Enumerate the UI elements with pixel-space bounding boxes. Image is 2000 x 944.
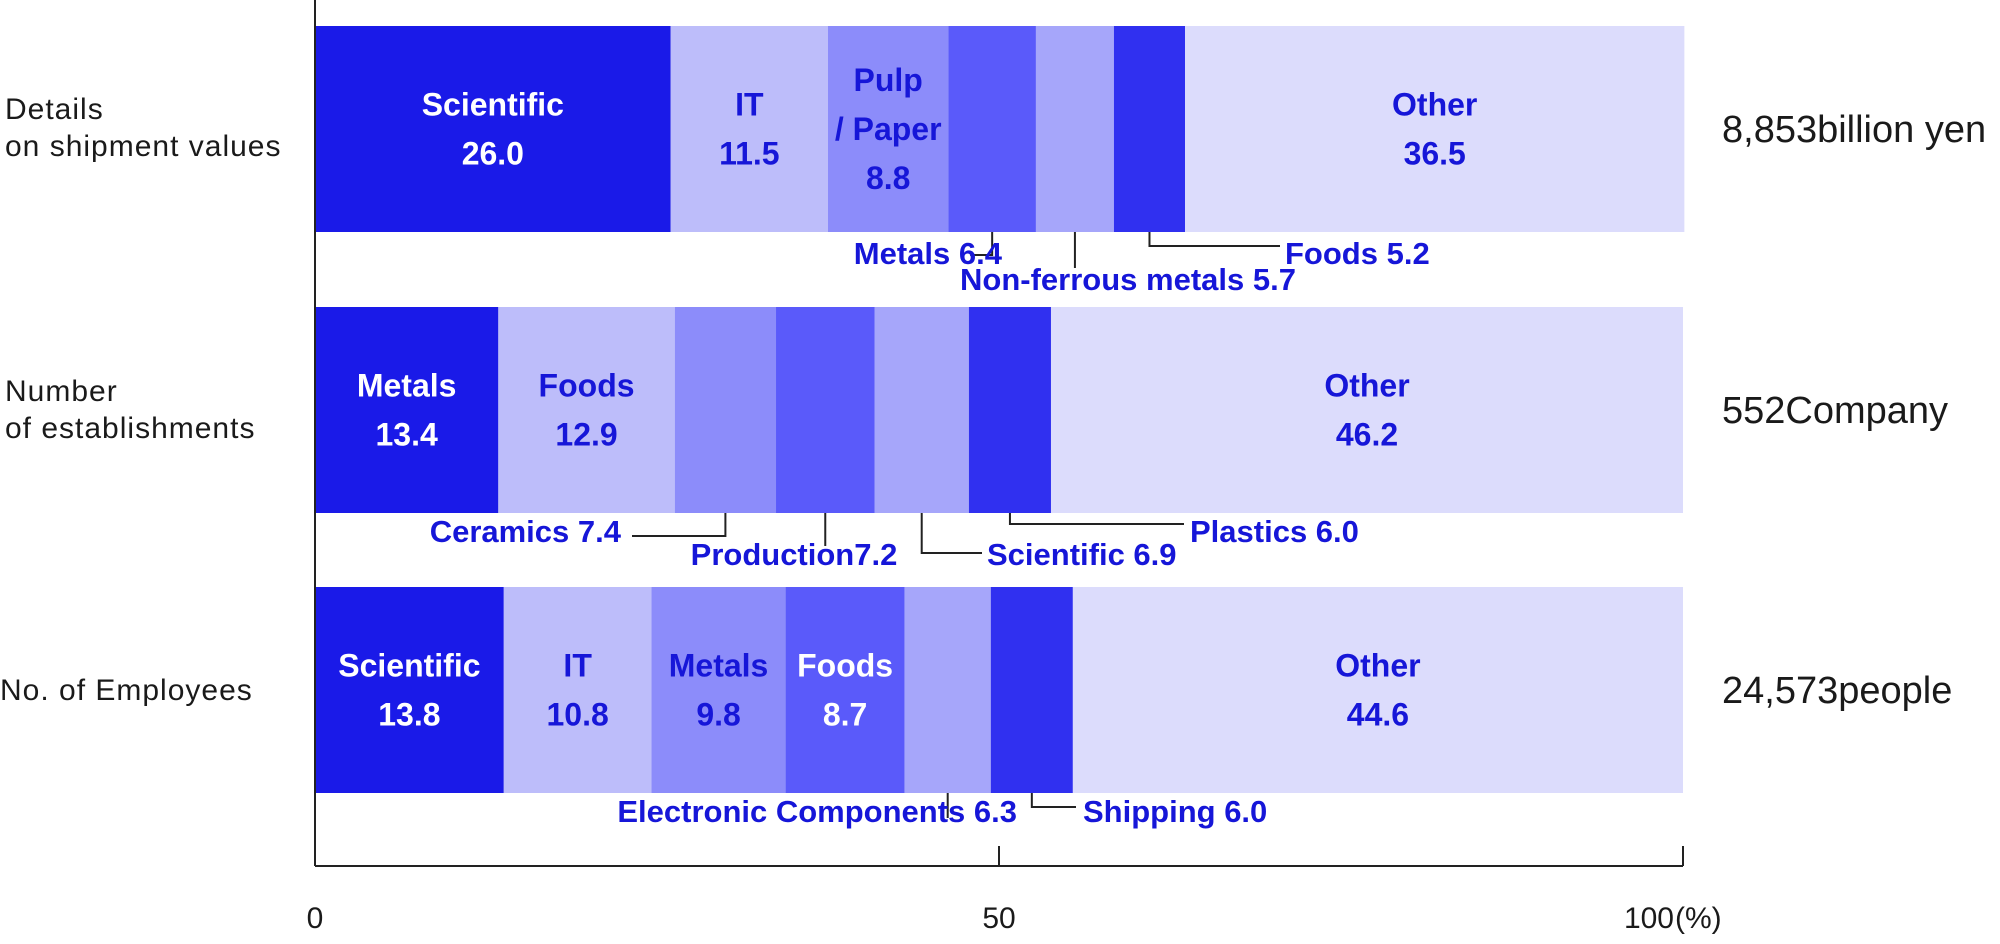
leader-line (632, 513, 727, 537)
leader-line (1008, 513, 1184, 525)
x-tick-label: 50 (982, 902, 1015, 935)
row-label: on shipment values (5, 130, 282, 163)
bar-segment (1050, 307, 1683, 513)
bar-segment (776, 307, 875, 513)
bar-segment (990, 587, 1073, 793)
callout-label: Non-ferrous metals 5.7 (960, 262, 1296, 297)
leader-line (970, 232, 994, 256)
segment-label: IT (563, 648, 592, 684)
row-label: of establishments (5, 412, 255, 445)
callout-label: Electronic Components 6.3 (617, 794, 1017, 829)
bar-segment (968, 307, 1051, 513)
bar-segment (315, 26, 671, 232)
segment-value: 44.6 (1347, 697, 1409, 733)
callout-label: Ceramics 7.4 (430, 514, 622, 549)
bar-segment (904, 587, 991, 793)
bar-segment (828, 26, 949, 232)
segment-value: 12.9 (555, 417, 617, 453)
segment-value: 36.5 (1404, 136, 1466, 172)
segment-label: Metals (357, 368, 457, 404)
bar-segment (1185, 26, 1685, 232)
segment-label: Other (1324, 368, 1409, 404)
segment-value: 13.4 (376, 417, 438, 453)
bar-segment (948, 26, 1036, 232)
callout-label: Production7.2 (691, 537, 898, 572)
bar-segment (1113, 26, 1186, 232)
segment-value: 26.0 (462, 136, 524, 172)
segment-value: 8.7 (823, 697, 867, 733)
callout-label: Shipping 6.0 (1083, 794, 1267, 829)
bar-segment (670, 26, 828, 232)
bar-segment (315, 587, 504, 793)
segment-label: Metals (669, 648, 769, 684)
segment-label: IT (735, 87, 764, 123)
segment-value: 9.8 (696, 697, 740, 733)
row-total: 8,853billion yen (1722, 109, 1986, 151)
bar-segment (651, 587, 786, 793)
segment-value: 46.2 (1336, 417, 1398, 453)
callout-label: Scientific 6.9 (987, 537, 1177, 572)
callout-label: Plastics 6.0 (1190, 514, 1359, 549)
leader-line (1030, 793, 1076, 808)
bar-segment (503, 587, 652, 793)
bar-segment (1035, 26, 1114, 232)
x-unit-label: (%) (1675, 902, 1722, 935)
row-label: Number (5, 375, 118, 408)
segment-value: 11.5 (719, 136, 780, 172)
bar-segment (874, 307, 969, 513)
segment-label: Foods (797, 648, 893, 684)
callout-label: Foods 5.2 (1285, 236, 1430, 271)
segment-label: Pulp (854, 62, 923, 98)
segment-value: 13.8 (378, 697, 440, 733)
segment-value: 8.8 (866, 160, 910, 196)
row-label: No. of Employees (0, 674, 253, 707)
callout-label: Metals 6.4 (854, 236, 1003, 271)
x-tick-label: 0 (307, 902, 324, 935)
segment-label: Foods (539, 368, 635, 404)
bar-segment (498, 307, 675, 513)
segment-label: Scientific (338, 648, 480, 684)
segment-label: Scientific (422, 87, 564, 123)
x-tick-label: 100 (1624, 902, 1674, 935)
row-total: 24,573people (1722, 670, 1952, 712)
leader-line (920, 513, 982, 554)
leader-line (1148, 232, 1280, 247)
segment-label: Other (1392, 87, 1477, 123)
segment-value: 10.8 (547, 697, 609, 733)
bar-segment (315, 307, 499, 513)
row-label: Details (5, 93, 104, 126)
segment-label: / Paper (835, 111, 942, 147)
bar-segment (674, 307, 777, 513)
row-total: 552Company (1722, 390, 1948, 432)
segment-label: Other (1335, 648, 1420, 684)
bar-segment (1072, 587, 1683, 793)
bar-segment (785, 587, 905, 793)
